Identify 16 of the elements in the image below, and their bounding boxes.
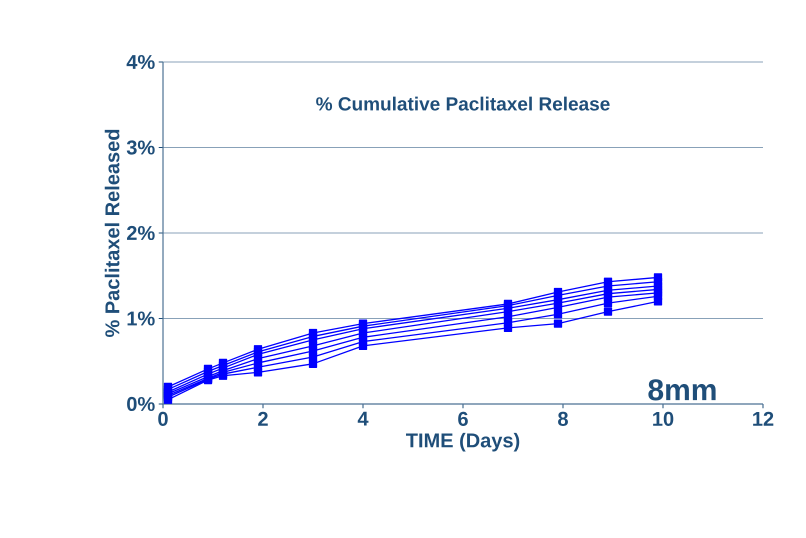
x-tick-label: 10 — [653, 412, 674, 426]
y-axis-title: % Paclitaxel Released — [104, 130, 120, 337]
y-tick-label: 3% — [126, 140, 155, 155]
x-tick-label: 8 — [558, 412, 568, 426]
x-tick-label: 4 — [358, 412, 368, 426]
y-tick-label: 4% — [126, 54, 155, 70]
x-tick-label: 12 — [753, 412, 774, 426]
x-tick-label: 6 — [458, 412, 468, 426]
y-tick-label: 2% — [126, 226, 155, 240]
text: % Cumulative Paclitaxel Release — [316, 96, 610, 111]
y-tick-label: 1% — [128, 311, 155, 326]
annotation: 8mm — [648, 379, 716, 400]
x-tick-label: 2 — [258, 412, 268, 426]
x-axis-title: TIME (Days) — [406, 432, 520, 452]
x-tick-label: 0 — [158, 412, 168, 426]
y-tick-label: 0% — [127, 396, 155, 412]
